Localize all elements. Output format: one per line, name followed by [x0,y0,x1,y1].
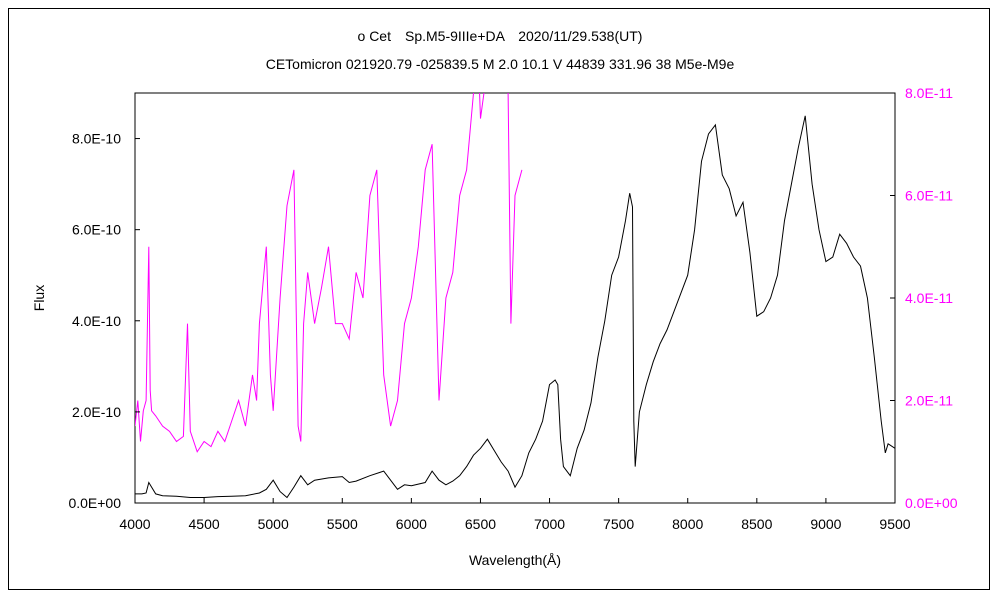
y-axis-label: Flux [31,285,47,311]
y-left-tick-label: 6.0E-10 [72,222,121,238]
y-right-tick-label: 4.0E-11 [905,290,953,306]
y-right-tick-label: 8.0E-11 [905,85,953,101]
y-left-tick-label: 8.0E-10 [72,131,121,147]
series-line-primary [135,115,895,499]
x-tick-label: 9000 [810,516,841,532]
x-axis-label: Wavelength(Å) [469,552,561,568]
y-right-tick-label: 0.0E+00 [905,495,958,511]
y-right-tick-label: 2.0E-11 [905,393,953,409]
x-tick-label: 7500 [603,516,634,532]
x-tick-label: 6000 [396,516,427,532]
x-tick-label: 4000 [119,516,150,532]
x-tick-label: 8500 [741,516,772,532]
x-tick-label: 5000 [258,516,289,532]
plot-area [134,92,896,504]
x-tick-label: 6500 [465,516,496,532]
chart-title-line1: ο Cet Sp.M5-9IIIe+DA 2020/11/29.538(UT) [358,28,643,44]
chart-frame [8,8,990,590]
chart-title-line2: CETomicron 021920.79 -025839.5 M 2.0 10.… [266,56,735,72]
x-tick-label: 9500 [879,516,910,532]
y-right-tick-label: 6.0E-11 [905,188,953,204]
x-tick-label: 4500 [189,516,220,532]
x-tick-label: 8000 [672,516,703,532]
y-left-tick-label: 4.0E-10 [72,313,121,329]
x-tick-label: 7000 [534,516,565,532]
y-left-tick-label: 0.0E+00 [68,495,121,511]
y-left-tick-label: 2.0E-10 [72,404,121,420]
series-line-secondary [135,93,523,453]
x-tick-label: 5500 [327,516,358,532]
